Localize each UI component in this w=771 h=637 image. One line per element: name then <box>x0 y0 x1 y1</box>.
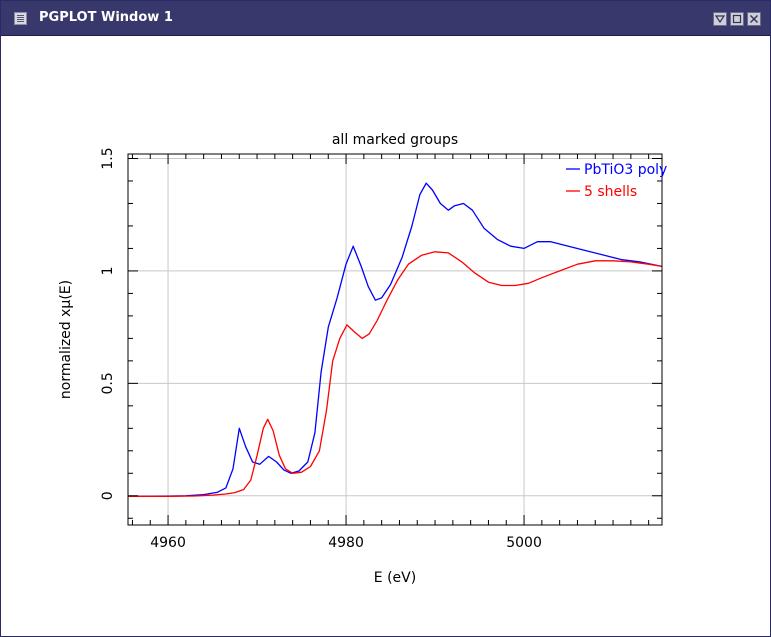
x-tick-label: 4960 <box>150 535 186 551</box>
axis-ticks <box>128 154 662 525</box>
close-button[interactable] <box>747 12 761 26</box>
x-tick-label: 4980 <box>328 535 364 551</box>
grid <box>128 154 662 525</box>
legend: PbTiO3 poly 5 shells <box>566 162 667 200</box>
maximize-icon <box>732 14 742 24</box>
x-axis-label: E (eV) <box>374 570 416 586</box>
chart-title: all marked groups <box>332 132 458 148</box>
y-axis-label: normalized xμ(E) <box>58 280 74 399</box>
axis-tick-labels: 4960 4980 5000 0 0.5 1 1.5 <box>100 147 542 551</box>
legend-label-pbtio3: PbTiO3 poly <box>584 162 667 178</box>
y-tick-label: 0 <box>100 491 116 500</box>
y-tick-label: 0.5 <box>100 372 116 394</box>
series-line-5-shells <box>128 251 662 498</box>
plot-curves <box>128 182 662 498</box>
plot-frame <box>127 153 663 526</box>
maximize-button[interactable] <box>730 12 744 26</box>
title-bar[interactable]: PGPLOT Window 1 <box>1 1 770 36</box>
window-menu-icon[interactable] <box>14 12 27 25</box>
legend-label-5-shells: 5 shells <box>584 184 637 200</box>
close-icon <box>750 15 758 23</box>
minimize-icon <box>714 15 726 24</box>
x-tick-label: 5000 <box>506 535 542 551</box>
xanes-plot: 4960 4980 5000 0 0.5 1 1.5 all marked groups E… <box>58 132 667 586</box>
series-line-pbtio3-poly <box>128 182 662 498</box>
minimize-button[interactable] <box>713 12 727 26</box>
window-title: PGPLOT Window 1 <box>39 10 173 25</box>
y-tick-label: 1.5 <box>100 147 116 169</box>
y-tick-label: 1 <box>100 266 116 275</box>
